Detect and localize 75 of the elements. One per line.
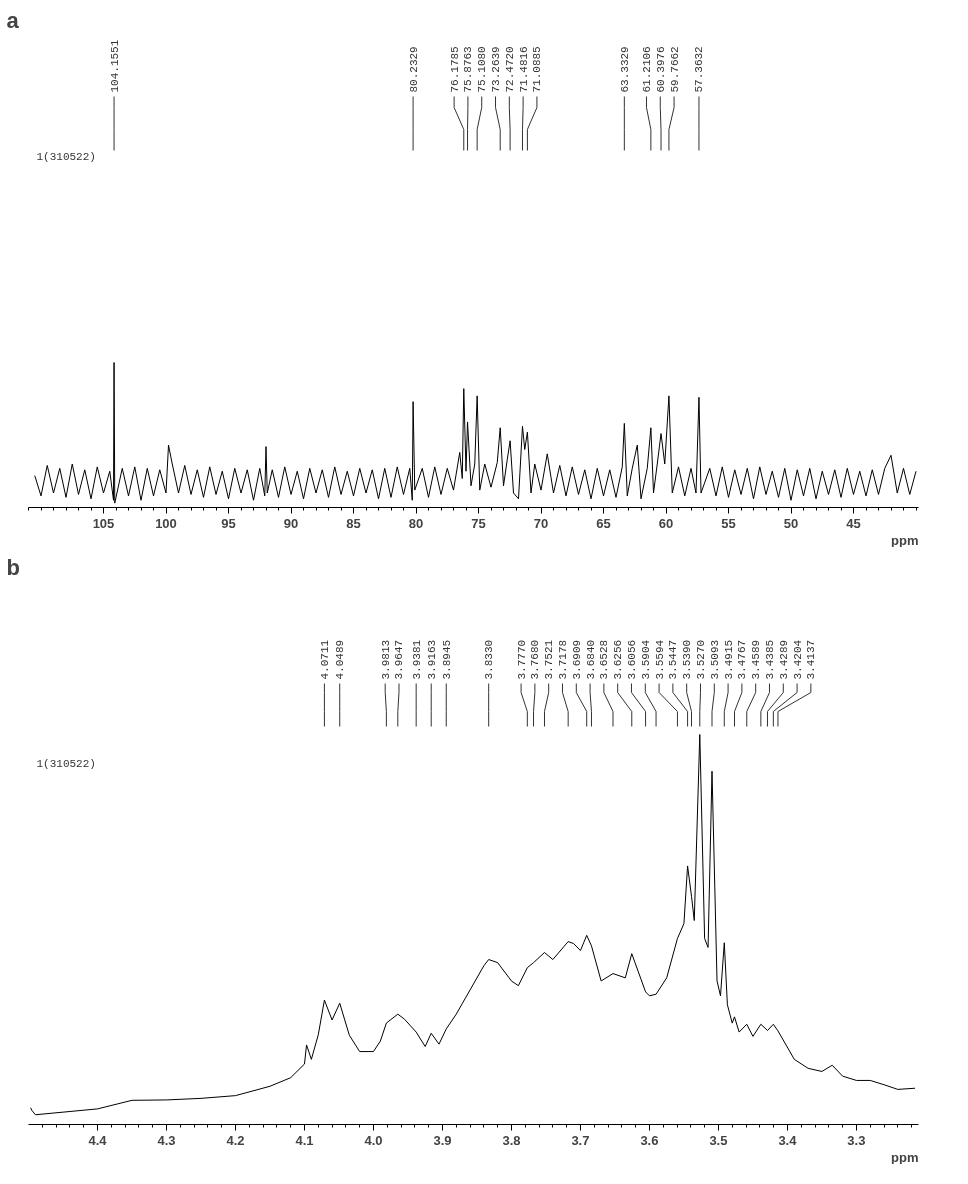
annotation: 75.1080	[476, 46, 489, 93]
annotation: 1(310522)	[36, 757, 96, 770]
text: 1(310522)	[36, 150, 96, 163]
x-tick-label: 4.4	[88, 1132, 108, 1148]
annotation: 3.5093	[708, 639, 721, 680]
annotation: 60.3976	[654, 46, 667, 93]
x-tick-label: 3.6	[640, 1132, 659, 1148]
x-tick-label: 3.5	[709, 1132, 728, 1148]
x-tick-label: 80	[408, 515, 424, 531]
x-tick-label: 75	[471, 515, 486, 531]
annotation: 75.8763	[462, 46, 475, 93]
x-tick-label: 95	[221, 515, 236, 531]
annotation: 71.0885	[531, 46, 544, 93]
annotation: 3.9381	[410, 639, 423, 680]
annotation: 3.4204	[791, 639, 804, 680]
x-tick-label: 100	[155, 515, 177, 531]
chart-title: a	[6, 7, 20, 33]
annotation: 104.1551	[108, 39, 121, 93]
x-tick-label: 3.3	[847, 1132, 866, 1148]
annotation: 3.7680	[529, 639, 542, 680]
annotation: 57.3632	[693, 46, 706, 93]
annotation: 3.7521	[543, 639, 556, 680]
annotation: 3.9813	[379, 639, 392, 680]
annotation: 3.7178	[556, 639, 569, 680]
annotation: 76.1785	[448, 46, 461, 93]
x-tick-label: 3.4	[778, 1132, 798, 1148]
x-axis-title: ppm	[891, 532, 919, 548]
annotation: 3.9647	[393, 639, 406, 680]
annotation: 3.4385	[763, 639, 776, 680]
x-tick-label: 4.3	[157, 1132, 176, 1148]
annotation: 3.6056	[625, 639, 638, 680]
x-tick-label: 3.9	[433, 1132, 452, 1148]
annotation: 3.6256	[612, 639, 625, 680]
x-tick-label: 105	[92, 515, 115, 531]
x-tick-label: 4.1	[295, 1132, 314, 1148]
annotation: 4.0711	[318, 639, 331, 680]
annotation: 3.6840	[584, 639, 597, 680]
x-tick-label: 3.7	[571, 1132, 590, 1148]
annotation: 3.5447	[667, 639, 680, 680]
x-tick-label: 45	[846, 515, 861, 531]
annotation: 61.2106	[640, 46, 653, 93]
annotation: 3.9163	[425, 639, 438, 680]
annotation: 3.7770	[515, 639, 528, 680]
annotation: 3.8945	[440, 639, 453, 680]
annotation: 72.4720	[503, 46, 516, 93]
annotation: 63.3329	[618, 46, 631, 93]
annotation: 3.5390	[681, 639, 694, 680]
annotation: 3.5270	[694, 639, 707, 680]
chart-title: b	[6, 554, 20, 580]
x-tick-label: 85	[346, 515, 361, 531]
annotation: 3.4915	[722, 639, 735, 680]
x-tick-label: 70	[533, 515, 549, 531]
annotation: 3.6909	[570, 639, 583, 680]
x-tick-label: 3.8	[502, 1132, 521, 1148]
x-tick-label: 4.0	[364, 1132, 383, 1148]
x-tick-label: 50	[783, 515, 799, 531]
x-tick-label: 60	[658, 515, 674, 531]
x-tick-label: 65	[596, 515, 611, 531]
x-tick-label: 4.2	[226, 1132, 245, 1148]
annotation: 3.8330	[483, 639, 496, 680]
x-tick-label: 90	[283, 515, 299, 531]
annotation: 3.6528	[598, 639, 611, 680]
annotation: 3.5904	[639, 639, 652, 680]
x-tick-label: 55	[721, 515, 736, 531]
annotation: 3.4589	[750, 639, 763, 680]
annotation: 59.7662	[668, 46, 681, 93]
annotation: 71.4816	[517, 46, 530, 93]
x-axis-title: ppm	[891, 1149, 919, 1165]
annotation: 3.4137	[805, 639, 818, 680]
annotation: 4.0489	[334, 639, 347, 680]
annotation: 80.2329	[407, 46, 420, 93]
annotation: 3.5594	[653, 639, 666, 680]
annotation: 73.2639	[490, 46, 503, 93]
annotation: 3.4289	[777, 639, 790, 680]
annotation: 3.4767	[736, 639, 749, 680]
